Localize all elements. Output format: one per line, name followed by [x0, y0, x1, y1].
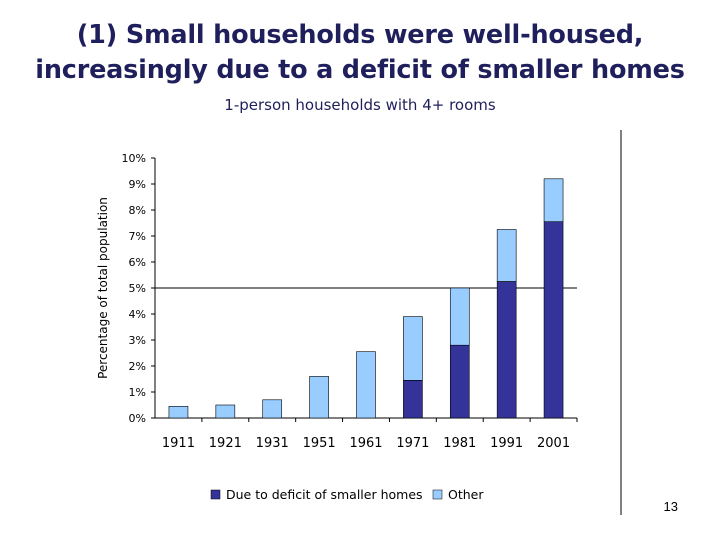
bar-other-1971: [403, 316, 423, 381]
legend-label-other: Other: [448, 487, 484, 502]
x-tick-label: 1951: [303, 436, 336, 451]
x-tick-label: 1991: [490, 436, 523, 451]
y-tick-label: 3%: [129, 334, 146, 347]
y-tick-label: 4%: [129, 308, 146, 321]
x-tick-label: 1921: [209, 436, 242, 451]
chart-title: 1-person households with 4+ rooms: [224, 96, 496, 114]
bar-deficit-2001: [543, 221, 564, 419]
bar-other-1911: [168, 405, 189, 419]
x-tick-label: 1931: [256, 436, 289, 451]
plot-area: 0% 1% 2% 3% 4% 5% 6% 7% 8% 9% 10% 1911 1921 1931 1951 1…: [122, 152, 578, 451]
legend-label-deficit: Due to deficit of smaller homes: [226, 487, 423, 502]
bar-other-1991: [496, 229, 517, 282]
x-tick-label: 1971: [396, 436, 429, 451]
page-number: 13: [663, 499, 678, 514]
x-tick-label: 1981: [443, 436, 476, 451]
y-tick-label: 10%: [122, 152, 146, 165]
bar-other-1921: [215, 404, 236, 419]
legend-swatch-deficit: [210, 489, 221, 500]
y-tick-label: 0%: [129, 412, 146, 425]
slide-title-line-2: increasingly due to a deficit of smaller…: [35, 55, 685, 85]
slide-title: (1) Small households were well-housed, i…: [0, 18, 720, 88]
y-tick-label: 1%: [129, 386, 146, 399]
y-tick-label: 5%: [129, 282, 146, 295]
x-tick-label: 1911: [162, 436, 195, 451]
legend: Due to deficit of smaller homes Other: [210, 487, 484, 502]
x-tick-label: 1961: [349, 436, 382, 451]
bar-other-1951: [309, 376, 329, 419]
bar-other-1961: [356, 351, 376, 419]
legend-swatch-other: [432, 489, 443, 500]
bar-deficit-1971: [403, 379, 423, 419]
bar-deficit-1991: [496, 281, 517, 419]
y-tick-label: 2%: [129, 360, 146, 373]
y-tick-label: 7%: [129, 230, 146, 243]
bar-other-1931: [262, 399, 283, 419]
bar-deficit-1981: [449, 344, 470, 419]
bar-other-1981: [449, 287, 470, 346]
y-axis-label: Percentage of total population: [96, 197, 110, 379]
bar-other-2001: [543, 178, 564, 223]
y-tick-label: 6%: [129, 256, 146, 269]
slide-title-line-1: (1) Small households were well-housed,: [76, 20, 644, 50]
x-tick-label: 2001: [537, 436, 570, 451]
y-tick-label: 8%: [129, 204, 146, 217]
y-tick-label: 9%: [129, 178, 146, 191]
